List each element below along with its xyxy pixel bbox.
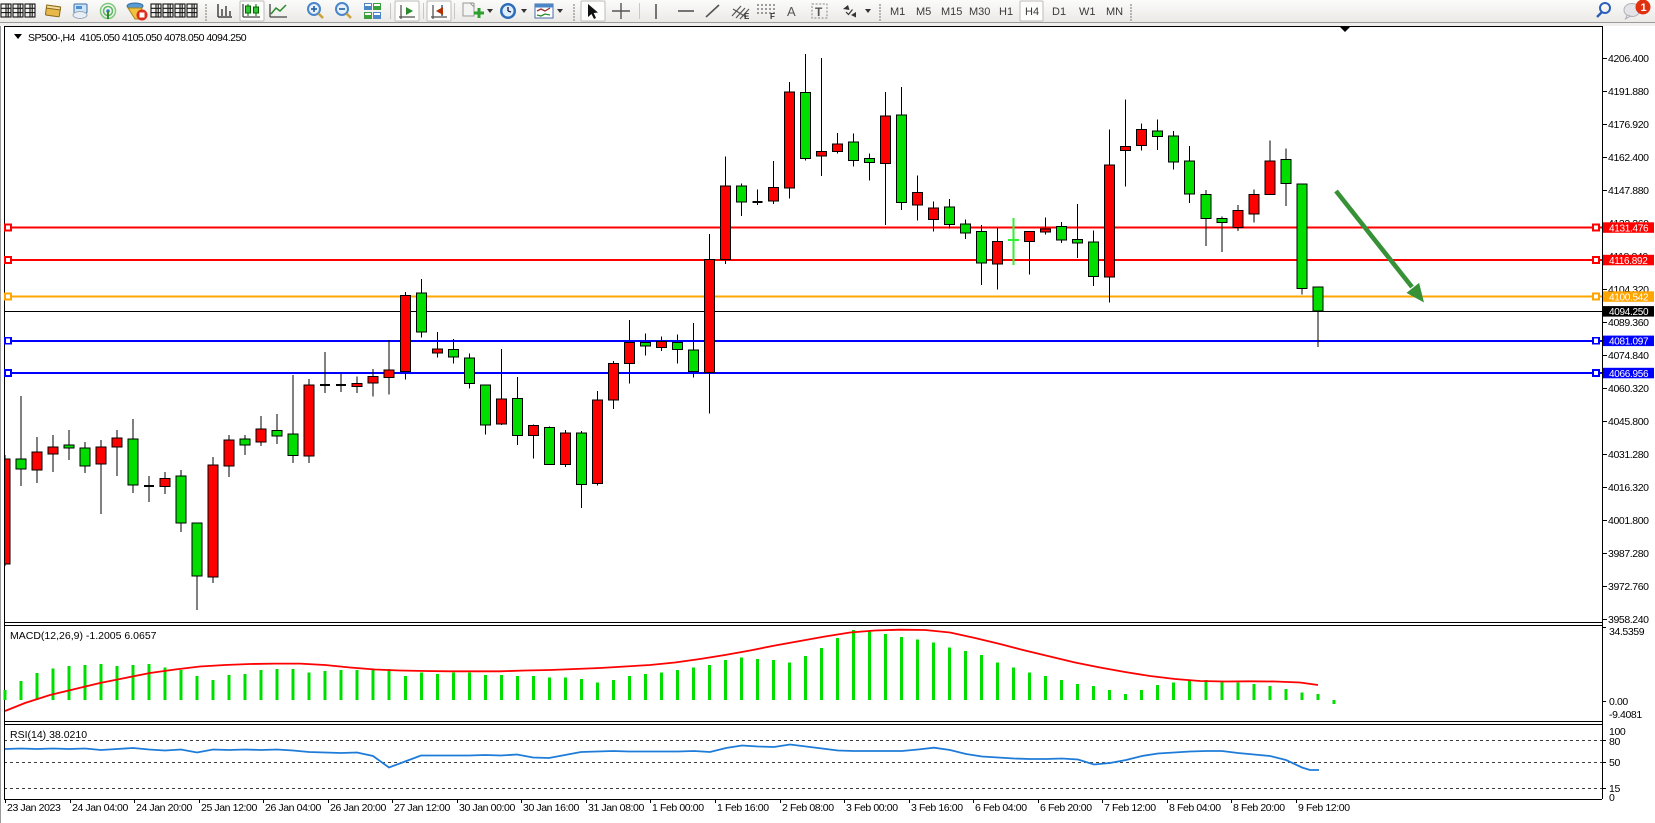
svg-text:27 Jan 12:00: 27 Jan 12:00 <box>394 802 450 814</box>
svg-text:3 Feb 00:00: 3 Feb 00:00 <box>846 802 898 814</box>
svg-text:3972.760: 3972.760 <box>1608 581 1649 593</box>
svg-text:4060.320: 4060.320 <box>1608 383 1649 395</box>
svg-text:1: 1 <box>1641 2 1647 14</box>
svg-text:3987.280: 3987.280 <box>1608 548 1649 560</box>
svg-text:30 Jan 00:00: 30 Jan 00:00 <box>459 802 515 814</box>
svg-text:50: 50 <box>1609 757 1620 769</box>
svg-text:24 Jan 04:00: 24 Jan 04:00 <box>72 802 128 814</box>
svg-text:6 Feb 04:00: 6 Feb 04:00 <box>975 802 1027 814</box>
svg-text:H1: H1 <box>999 6 1013 18</box>
svg-text:8 Feb 04:00: 8 Feb 04:00 <box>1169 802 1221 814</box>
svg-text:3958.240: 3958.240 <box>1608 614 1649 626</box>
svg-text:4176.920: 4176.920 <box>1608 119 1649 131</box>
svg-text:4031.280: 4031.280 <box>1608 449 1649 461</box>
svg-text:15: 15 <box>1609 783 1620 795</box>
svg-text:0.00: 0.00 <box>1609 696 1628 708</box>
svg-text:4206.400: 4206.400 <box>1608 53 1649 65</box>
svg-text:9 Feb 12:00: 9 Feb 12:00 <box>1298 802 1350 814</box>
svg-text:4089.360: 4089.360 <box>1608 317 1649 329</box>
svg-text:7 Feb 12:00: 7 Feb 12:00 <box>1104 802 1156 814</box>
svg-text:0: 0 <box>1609 792 1615 804</box>
svg-text:25 Jan 12:00: 25 Jan 12:00 <box>201 802 257 814</box>
svg-text:4081.097: 4081.097 <box>1609 337 1649 348</box>
svg-text:4162.400: 4162.400 <box>1608 152 1649 164</box>
svg-text:4116.892: 4116.892 <box>1609 256 1648 267</box>
svg-text:D1: D1 <box>1052 6 1066 18</box>
svg-text:23 Jan 2023: 23 Jan 2023 <box>7 802 61 814</box>
svg-text:100: 100 <box>1609 726 1626 738</box>
svg-text:4066.956: 4066.956 <box>1609 369 1649 380</box>
svg-text:26 Jan 04:00: 26 Jan 04:00 <box>265 802 321 814</box>
svg-text:1 Feb 16:00: 1 Feb 16:00 <box>717 802 769 814</box>
svg-text:M30: M30 <box>969 6 990 18</box>
svg-text:4094.250: 4094.250 <box>1609 307 1649 318</box>
svg-text:MN: MN <box>1106 6 1123 18</box>
svg-text:3 Feb 16:00: 3 Feb 16:00 <box>911 802 963 814</box>
svg-text:E: E <box>744 12 750 21</box>
svg-text:4147.880: 4147.880 <box>1608 185 1649 197</box>
svg-text:W1: W1 <box>1079 6 1096 18</box>
svg-text:6 Feb 20:00: 6 Feb 20:00 <box>1040 802 1092 814</box>
svg-text:-9.4081: -9.4081 <box>1609 709 1642 721</box>
svg-text:26 Jan 20:00: 26 Jan 20:00 <box>330 802 386 814</box>
svg-text:31 Jan 08:00: 31 Jan 08:00 <box>588 802 644 814</box>
svg-text:SP500-,H4 4105.050 4105.050 4: SP500-,H4 4105.050 4105.050 4078.050 409… <box>28 32 247 44</box>
svg-text:H4: H4 <box>1025 6 1039 18</box>
svg-text:34.5359: 34.5359 <box>1609 626 1645 638</box>
svg-text:MACD(12,26,9) -1.2005 6.0657: MACD(12,26,9) -1.2005 6.0657 <box>10 630 157 642</box>
svg-text:T: T <box>815 5 823 19</box>
svg-text:4074.840: 4074.840 <box>1608 350 1649 362</box>
svg-text:8 Feb 20:00: 8 Feb 20:00 <box>1233 802 1285 814</box>
svg-text:24 Jan 20:00: 24 Jan 20:00 <box>136 802 192 814</box>
svg-text:4001.800: 4001.800 <box>1608 515 1649 527</box>
svg-text:4131.476: 4131.476 <box>1609 223 1649 234</box>
svg-text:1 Feb 00:00: 1 Feb 00:00 <box>652 802 704 814</box>
svg-text:M15: M15 <box>941 6 962 18</box>
svg-text:4100.542: 4100.542 <box>1609 292 1649 303</box>
svg-text:M5: M5 <box>916 6 931 18</box>
svg-text:80: 80 <box>1609 736 1620 748</box>
svg-text:4191.880: 4191.880 <box>1608 86 1649 98</box>
svg-text:2 Feb 08:00: 2 Feb 08:00 <box>782 802 834 814</box>
svg-text:30 Jan 16:00: 30 Jan 16:00 <box>523 802 579 814</box>
svg-text:4016.320: 4016.320 <box>1608 482 1649 494</box>
svg-text:A: A <box>787 4 796 19</box>
svg-text:F: F <box>770 12 775 21</box>
svg-text:M1: M1 <box>890 6 905 18</box>
svg-text:RSI(14) 38.0210: RSI(14) 38.0210 <box>10 729 87 741</box>
svg-text:4045.800: 4045.800 <box>1608 416 1649 428</box>
